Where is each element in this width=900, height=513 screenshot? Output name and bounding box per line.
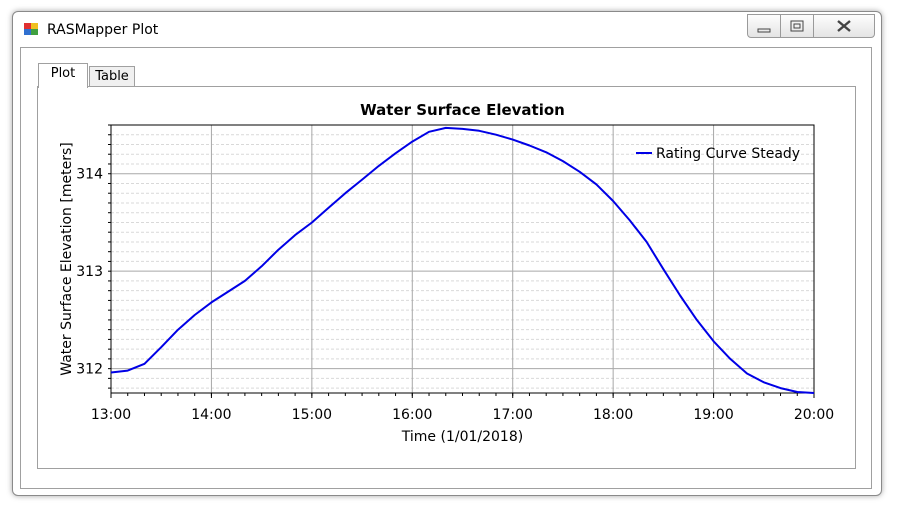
maximize-icon: [790, 20, 804, 32]
plot-panel: 312 313 314 13:00 14:00 15:00 16:00 17:00 18:00 1…: [37, 86, 856, 469]
window-title: RASMapper Plot: [47, 22, 159, 38]
close-button[interactable]: [813, 14, 875, 38]
rasmapper-app-icon[interactable]: [23, 21, 39, 37]
close-icon: [837, 20, 851, 32]
minimize-icon: [757, 28, 771, 33]
tab-plot[interactable]: Plot: [38, 63, 88, 88]
title-bar[interactable]: RASMapper Plot: [13, 12, 881, 44]
plot-area: [111, 125, 814, 393]
x-tick-label: 16:00: [392, 407, 432, 423]
water-surface-elevation-chart[interactable]: 312 313 314 13:00 14:00 15:00 16:00 17:00 18:00 1…: [38, 87, 855, 468]
series-line-rating-curve-steady[interactable]: [110, 126, 815, 394]
x-tick-label: 13:00: [91, 407, 131, 423]
x-tick-label: 18:00: [593, 407, 633, 423]
y-tick-label: 313: [76, 264, 103, 280]
x-tick-label: 19:00: [693, 407, 733, 423]
legend-label: Rating Curve Steady: [656, 146, 800, 162]
x-tick-label: 15:00: [292, 407, 332, 423]
maximize-button[interactable]: [780, 14, 814, 38]
x-tick-label: 17:00: [493, 407, 533, 423]
x-axis-label: Time (1/01/2018): [401, 429, 523, 445]
y-tick-label: 314: [76, 167, 103, 183]
tab-plot-label: Plot: [50, 66, 76, 81]
x-tick-label: 14:00: [191, 407, 231, 423]
tab-table[interactable]: Table: [89, 66, 135, 87]
tab-table-label: Table: [95, 69, 129, 84]
plot-frame: [110, 124, 815, 394]
y-axis-label: Water Surface Elevation [meters]: [59, 142, 75, 375]
x-tick-label: 20:00: [794, 407, 834, 423]
chart-title: Water Surface Elevation: [360, 101, 565, 119]
y-tick-label: 312: [76, 362, 103, 378]
minimize-button[interactable]: [747, 14, 781, 38]
